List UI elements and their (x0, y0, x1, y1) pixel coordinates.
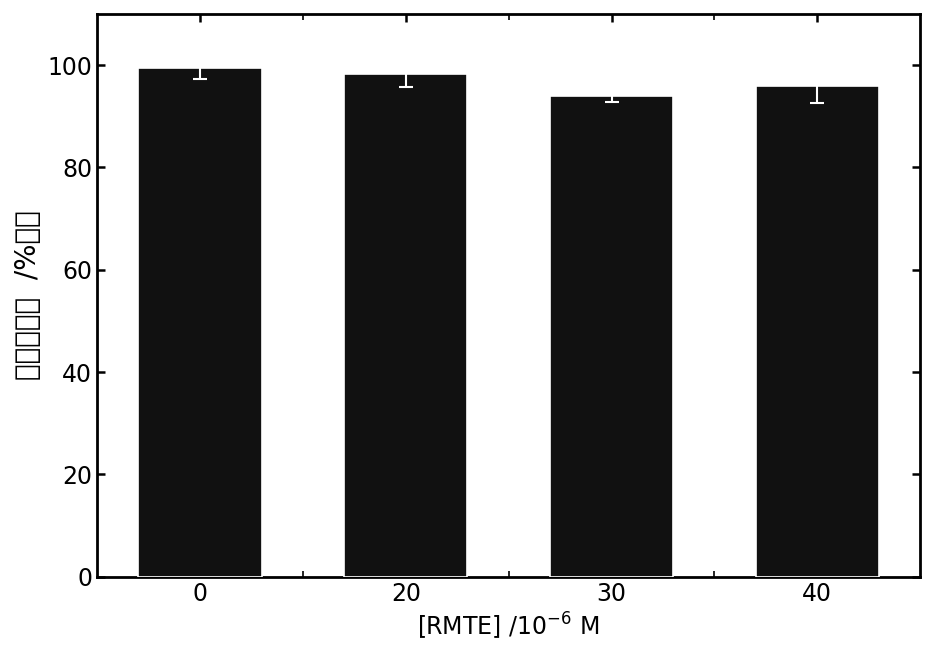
Bar (344, 74, 468, 577)
Bar (550, 96, 673, 577)
Y-axis label: 细胞存活率  /%对照: 细胞存活率 /%对照 (14, 211, 42, 380)
Bar (756, 85, 879, 577)
X-axis label: [RMTE] /10$^{-6}$ M: [RMTE] /10$^{-6}$ M (417, 611, 600, 642)
Bar (138, 68, 262, 577)
